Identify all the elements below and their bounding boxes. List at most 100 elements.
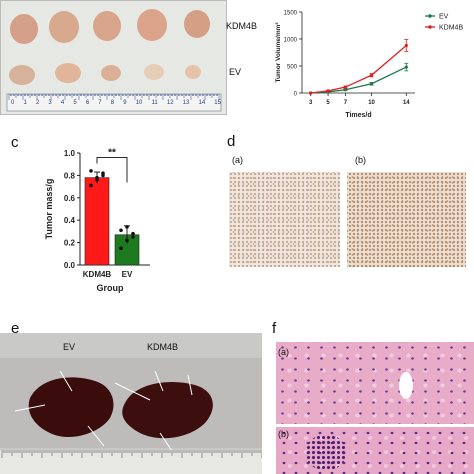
sample-point: [101, 171, 105, 175]
tumor-ev-1: [9, 65, 35, 85]
he-vessel: [399, 372, 413, 399]
he-infiltrate: [306, 435, 346, 470]
sample-point: [125, 225, 129, 229]
panel-d-letter: d: [227, 133, 236, 150]
sample-point: [89, 183, 93, 188]
label-kdm4b-row: KDM4B: [226, 21, 258, 31]
panel-b-line-chart: 0 500 1000 1500 3 5 7 10 14 Times/d Tumor Volume/m…: [275, 11, 463, 120]
tumor-kdm4b-3: [93, 11, 121, 41]
sample-point: [131, 235, 135, 239]
he-image-a: (a): [276, 342, 474, 424]
ruler-numbers: 0 1 2 3 4 5 6 7 8 9 10 11 12 13 14 15: [11, 100, 221, 109]
bar-kdm4b: [84, 177, 110, 266]
ruler-number: 15: [214, 100, 221, 106]
y-axis-label: Tumor mass/g: [44, 179, 54, 240]
x-tick-label: KDM4B: [83, 270, 112, 279]
ruler-number: 12: [166, 100, 174, 106]
data-point: [309, 91, 313, 95]
y-tick-label: 1.0: [64, 149, 76, 158]
ruler-number: 1: [23, 100, 27, 106]
ruler-number: 0: [11, 100, 15, 106]
ruler-number: 14: [198, 100, 206, 106]
significance-bracket: [96, 157, 128, 183]
sample-point: [125, 238, 129, 243]
panel-e-letter: e: [11, 320, 20, 337]
x-tick-label: 5: [326, 100, 330, 106]
ruler-number: 11: [151, 100, 158, 106]
y-tick-label: 500: [287, 65, 298, 71]
tumor-kdm4b-5: [184, 10, 210, 38]
y-tick-label: 0.8: [64, 171, 76, 180]
sample-point: [119, 246, 123, 250]
y-tick-label: 1500: [284, 11, 298, 17]
x-tick-label: 7: [344, 100, 348, 106]
ihc-image-a: [229, 172, 340, 267]
x-tick-label: 14: [403, 100, 410, 106]
liver-ruler: [0, 450, 262, 474]
data-point: [326, 89, 330, 93]
he-sub-b: (b): [278, 429, 289, 439]
tumor-ev-4: [144, 64, 164, 80]
panel-a-photo: 0 1 2 3 4 5 6 7 8 9 10 11 12 13 14 15: [0, 0, 227, 115]
legend-marker: [428, 25, 432, 29]
ruler-number: 9: [123, 100, 127, 106]
ruler-number: 8: [110, 100, 115, 106]
ruler-number: 7: [98, 100, 102, 106]
y-tick-label: 0.2: [64, 239, 76, 248]
x-tick-label: EV: [122, 270, 133, 279]
tumor-ev-3: [101, 65, 121, 81]
liver-ev: [28, 377, 114, 438]
panel-d-sub-a: (a): [232, 155, 243, 165]
ruler-number: 10: [135, 100, 143, 106]
legend-label: KDM4B: [439, 25, 463, 32]
tumor-kdm4b-1: [10, 14, 38, 44]
liver-label-kdm4b: KDM4B: [147, 342, 179, 352]
sample-point: [131, 231, 135, 236]
legend-label: EV: [439, 14, 449, 21]
data-point: [343, 88, 348, 92]
y-tick-label: 0.4: [64, 216, 76, 225]
he-image-b: (b): [276, 427, 474, 474]
x-axis-label: Group: [97, 283, 124, 293]
panel-d-sub-b: (b): [355, 155, 366, 165]
ruler-number: 6: [85, 100, 90, 106]
sample-point: [89, 169, 93, 173]
data-point: [343, 85, 348, 89]
y-tick-label: 1000: [284, 38, 298, 44]
data-point: [404, 43, 408, 48]
panel-f-letter: f: [272, 320, 277, 337]
series-line-ev: [310, 66, 407, 94]
data-point: [369, 73, 374, 77]
tumor-kdm4b-4: [137, 9, 167, 41]
ruler-number: 13: [182, 100, 190, 106]
y-tick-label: 0.6: [64, 194, 76, 203]
label-ev-row: EV: [229, 67, 242, 77]
ruler-number: 2: [35, 100, 40, 106]
sample-point: [95, 175, 99, 180]
ruler-number: 4: [60, 100, 65, 106]
legend-marker: [428, 14, 432, 18]
y-axis-label: Tumor Volume/mm³: [275, 22, 282, 83]
liver-label-ev: EV: [63, 342, 76, 352]
ruler-number: 5: [73, 100, 77, 106]
data-point: [404, 65, 408, 69]
tumor-ev-2: [55, 63, 81, 83]
liver-specimens: [0, 358, 262, 474]
liver-kdm4b: [122, 382, 213, 439]
panel-c-letter: c: [11, 134, 19, 151]
tumor-ev-5: [185, 65, 201, 79]
ruler-number: 3: [48, 100, 52, 106]
x-axis-label: Times/d: [345, 112, 371, 119]
y-tick-label: 0: [294, 92, 298, 98]
tumor-photo: [1, 1, 226, 114]
he-sub-a: (a): [278, 347, 289, 357]
significance-label: **: [108, 147, 116, 158]
liver-photo: EV KDM4B: [0, 333, 262, 474]
x-tick-label: 10: [368, 100, 375, 106]
panel-c-bar-chart: 0.0 0.2 0.4 0.6 0.8 1.0 KDM4B EV ** Group Tumor ma…: [44, 147, 150, 293]
sample-point: [119, 228, 123, 233]
data-point: [369, 82, 374, 86]
ihc-image-b: [347, 172, 466, 267]
x-tick-label: 3: [309, 100, 313, 106]
tumor-kdm4b-2: [49, 11, 79, 43]
